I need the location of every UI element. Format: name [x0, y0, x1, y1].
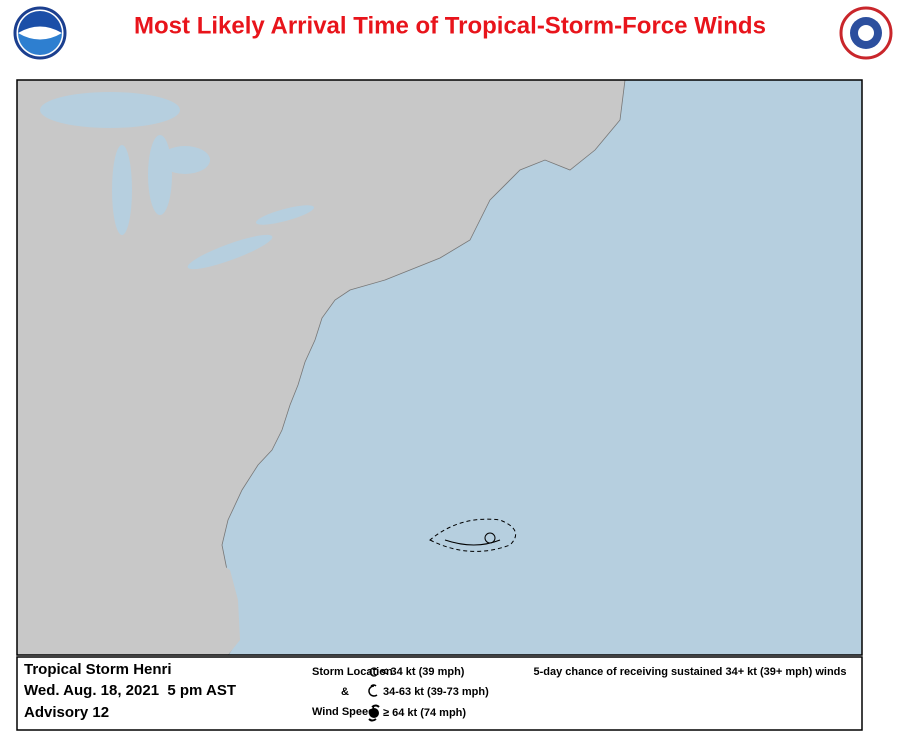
symbol-low — [369, 667, 379, 677]
lakes — [40, 92, 315, 270]
noaa-logo — [13, 6, 67, 60]
legend-item: ≥ 64 kt (74 mph) — [383, 707, 466, 719]
legend-item: 34-63 kt (39-73 mph) — [383, 686, 489, 698]
storm-track — [429, 518, 517, 552]
map — [17, 80, 862, 655]
nws-logo — [839, 6, 893, 60]
map-border — [16, 79, 863, 656]
probability-legend-title: 5-day chance of receiving sustained 34+ … — [534, 666, 847, 678]
legend-item: < 34 kt (39 mph) — [381, 666, 465, 678]
legend-title-line: Wind Speed — [312, 706, 375, 718]
legend-title-line: Storm Location — [312, 666, 393, 678]
issued: Wed. Aug. 18, 2021 5 pm AST — [24, 682, 236, 699]
advisory: Advisory 12 — [24, 704, 109, 721]
footer-box — [16, 656, 863, 731]
symbol-hurricane — [368, 704, 380, 722]
storm-name: Tropical Storm Henri — [24, 661, 172, 678]
title: Most Likely Arrival Time of Tropical-Sto… — [134, 12, 766, 39]
symbol-ts — [368, 684, 378, 697]
legend-title-line: & — [341, 686, 349, 698]
